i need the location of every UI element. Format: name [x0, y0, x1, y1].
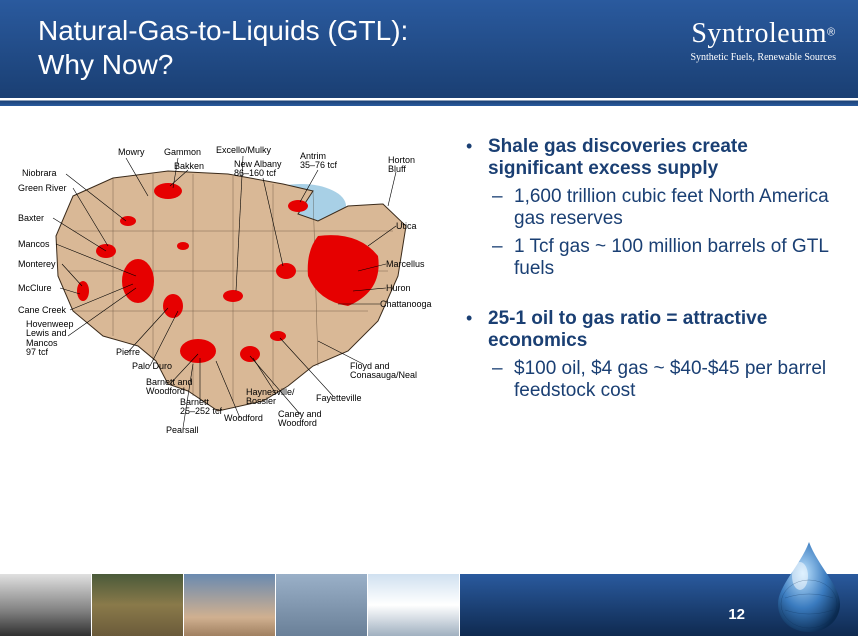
- map-label: Palo Duro: [132, 362, 172, 371]
- map-label: Cane Creek: [18, 306, 66, 315]
- map-label: Caney andWoodford: [278, 410, 322, 429]
- map-label: Woodford: [224, 414, 263, 423]
- footer-thumb-jet: [184, 574, 276, 636]
- bullet-item: 25-1 oil to gas ratio = attractive econo…: [466, 308, 830, 402]
- slide-footer: 12: [0, 574, 858, 636]
- us-shale-map: Mowry Gammon Bakken Excello/Mulky New Albany…: [18, 136, 448, 456]
- map-label: Pierre: [116, 348, 140, 357]
- logo-block: Syntroleum® Synthetic Fuels, Renewable S…: [690, 18, 836, 63]
- map-label: New Albany86–160 tcf: [234, 160, 282, 179]
- header-divider: [0, 98, 858, 106]
- bullet-text: Shale gas discoveries create significant…: [488, 136, 748, 179]
- map-label: Utica: [396, 222, 417, 231]
- map-label: Barnett25–252 tcf: [180, 398, 222, 417]
- map-label: Huron: [386, 284, 411, 293]
- footer-thumb-fighter: [276, 574, 368, 636]
- bullet-text: 25-1 oil to gas ratio = attractive econo…: [488, 308, 767, 351]
- footer-thumb-truck: [0, 574, 92, 636]
- map-label: Green River: [18, 184, 67, 193]
- page-number: 12: [728, 606, 745, 623]
- footer-thumb-bulldozer: [92, 574, 184, 636]
- map-label: Fayetteville: [316, 394, 362, 403]
- map-label: Excello/Mulky: [216, 146, 271, 155]
- map-label: Gammon: [164, 148, 201, 157]
- water-droplet-icon: [770, 538, 848, 634]
- sub-bullet-item: $100 oil, $4 gas ~ $40-$45 per barrel fe…: [488, 358, 830, 402]
- content-area: Mowry Gammon Bakken Excello/Mulky New Albany…: [0, 106, 858, 456]
- title-line-2: Why Now?: [38, 48, 408, 82]
- map-label: Haynesville/Bossier: [246, 388, 295, 407]
- map-label: Pearsall: [166, 426, 199, 435]
- map-label: McClure: [18, 284, 52, 293]
- thumbnail-strip: [0, 574, 460, 636]
- map-label: Baxter: [18, 214, 44, 223]
- map-label: Floyd andConasauga/Neal: [350, 362, 417, 381]
- map-label: Barnett andWoodford: [146, 378, 193, 397]
- bullet-list: Shale gas discoveries create significant…: [448, 136, 830, 456]
- map-label: Mowry: [118, 148, 145, 157]
- title-line-1: Natural-Gas-to-Liquids (GTL):: [38, 14, 408, 48]
- map-label: Chattanooga: [380, 300, 432, 309]
- logo-name: Syntroleum®: [690, 18, 836, 50]
- map-svg: [18, 136, 448, 456]
- logo-tagline: Synthetic Fuels, Renewable Sources: [690, 52, 836, 63]
- map-label: Marcellus: [386, 260, 425, 269]
- map-label: Mancos: [18, 240, 50, 249]
- map-label: Bakken: [174, 162, 204, 171]
- bullet-item: Shale gas discoveries create significant…: [466, 136, 830, 280]
- map-label: HortonBluff: [388, 156, 415, 175]
- title-block: Natural-Gas-to-Liquids (GTL): Why Now?: [38, 14, 408, 81]
- map-label: Monterey: [18, 260, 56, 269]
- footer-thumb-airliner-nose: [368, 574, 460, 636]
- map-label: Antrim35–76 tcf: [300, 152, 337, 171]
- map-label: Niobrara: [22, 169, 57, 178]
- map-label: HovenweepLewis andMancos97 tcf: [26, 320, 74, 358]
- slide-header: Natural-Gas-to-Liquids (GTL): Why Now? S…: [0, 0, 858, 98]
- sub-bullet-item: 1,600 trillion cubic feet North America …: [488, 186, 830, 230]
- sub-bullet-item: 1 Tcf gas ~ 100 million barrels of GTL f…: [488, 236, 830, 280]
